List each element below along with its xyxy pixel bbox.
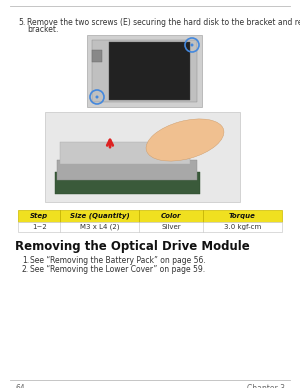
Text: Torque: Torque	[229, 213, 256, 219]
Text: See “Removing the Lower Cover” on page 59.: See “Removing the Lower Cover” on page 5…	[30, 265, 205, 274]
Text: 64: 64	[15, 384, 25, 388]
Circle shape	[95, 95, 98, 99]
Text: Color: Color	[161, 213, 182, 219]
Text: M3 x L4 (2): M3 x L4 (2)	[80, 224, 120, 230]
Text: bracket.: bracket.	[27, 25, 58, 34]
Bar	[87, 35, 202, 107]
Bar	[57, 160, 197, 180]
Bar	[92, 50, 102, 62]
Bar	[18, 222, 282, 232]
Text: See “Removing the Battery Pack” on page 56.: See “Removing the Battery Pack” on page …	[30, 256, 206, 265]
Text: Remove the two screws (E) securing the hard disk to the bracket and remove the h: Remove the two screws (E) securing the h…	[27, 18, 300, 27]
Text: 5.: 5.	[18, 18, 25, 27]
Text: Silver: Silver	[161, 224, 181, 230]
Text: 1~2: 1~2	[32, 224, 46, 230]
Bar	[60, 142, 190, 164]
Circle shape	[190, 43, 194, 47]
Text: Chapter 3: Chapter 3	[247, 384, 285, 388]
Bar	[55, 172, 200, 194]
Text: Step: Step	[30, 213, 48, 219]
Text: 3.0 kgf-cm: 3.0 kgf-cm	[224, 224, 261, 230]
Text: 2.: 2.	[22, 265, 29, 274]
Bar	[45, 112, 240, 202]
Bar	[18, 210, 282, 222]
Text: Size (Quantity): Size (Quantity)	[70, 213, 130, 219]
Bar	[92, 40, 197, 102]
Ellipse shape	[146, 119, 224, 161]
Text: Removing the Optical Drive Module: Removing the Optical Drive Module	[15, 240, 250, 253]
Text: 1.: 1.	[22, 256, 29, 265]
Bar	[109, 42, 190, 100]
